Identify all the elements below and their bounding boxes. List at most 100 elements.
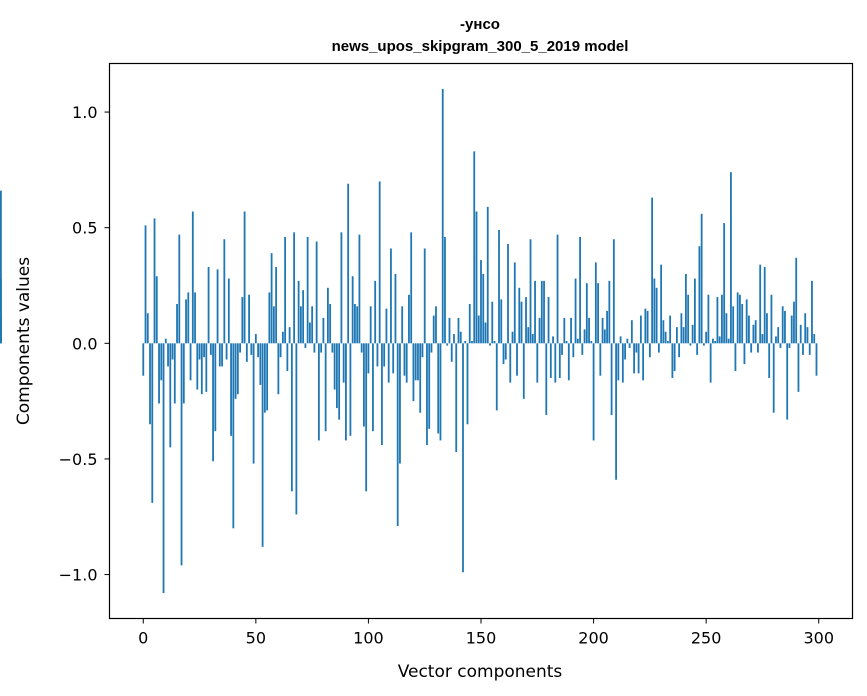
bar [576,338,579,344]
bar [766,313,768,344]
bar [218,343,221,367]
bar [790,315,793,344]
bar [381,343,383,446]
bar [761,334,764,344]
bar [342,343,345,383]
bar [743,343,746,365]
bar [572,343,575,358]
bar [275,267,278,344]
bar [365,343,368,492]
bar [385,308,388,344]
bar [545,343,548,415]
bar [0,190,2,344]
bar [455,343,458,452]
bar [646,310,649,344]
y-axis: −1.0 −0.5 0.0 0.5 1.0 [59,103,110,585]
bar [399,343,401,464]
bar [736,292,739,344]
bar [281,331,284,344]
bar [372,343,374,432]
bar [617,343,620,381]
bar [644,308,647,344]
bar [673,343,676,372]
x-tick-label: 50 [246,629,266,648]
bar [502,343,505,365]
bar [311,306,314,344]
bar [331,343,334,353]
x-tick-label: 250 [691,629,722,648]
bar [214,343,217,432]
bar [630,320,633,344]
bar [493,341,496,344]
bar [498,230,500,344]
bar [556,234,559,344]
bar [626,338,629,344]
bar [293,232,296,344]
bar [322,317,325,344]
bar [804,313,807,344]
bar [216,269,219,344]
bar [500,299,503,344]
bar [299,306,302,344]
bar [538,317,541,344]
bar [149,343,151,425]
bar [412,343,415,402]
bar [558,343,561,378]
bar [660,264,663,344]
bar [203,343,205,358]
bar [698,246,701,344]
bar [678,343,681,358]
bar [0,278,2,344]
bar [435,306,437,344]
bar [410,232,413,344]
bar [619,336,622,344]
bar [734,343,737,372]
bar [628,343,631,348]
bar [759,264,762,344]
bar [754,320,757,344]
bar [480,260,482,344]
bar [396,343,399,526]
bar [682,327,685,344]
bar [491,301,494,344]
bar [315,241,318,344]
bar [788,343,791,348]
bar [286,343,289,372]
bar [194,292,196,344]
bar [723,223,726,344]
bar [687,294,690,344]
bar [579,236,581,344]
bar [268,292,271,344]
bar [257,343,259,358]
y-axis-label: Components values [14,257,34,425]
bar [428,343,431,429]
bar [689,343,692,346]
bar [730,172,732,344]
bar [360,343,363,353]
bar [306,236,309,344]
bar [336,343,338,409]
bar [209,343,212,355]
bar [327,287,329,344]
bar [196,343,199,390]
bar [757,343,759,353]
bar [302,290,305,344]
bar [513,262,516,344]
bar [450,343,453,362]
bar [448,317,451,344]
bar [639,315,642,344]
bar [160,343,163,381]
bar [243,211,246,344]
bar [423,248,426,344]
bar [200,343,203,395]
bar [207,267,210,344]
bar [543,280,545,344]
bar [534,280,536,344]
bar [468,304,471,344]
bar [727,338,730,344]
bar [313,343,316,353]
bar [437,343,440,434]
bar [426,343,428,446]
bar [248,294,250,344]
bar [495,343,498,411]
